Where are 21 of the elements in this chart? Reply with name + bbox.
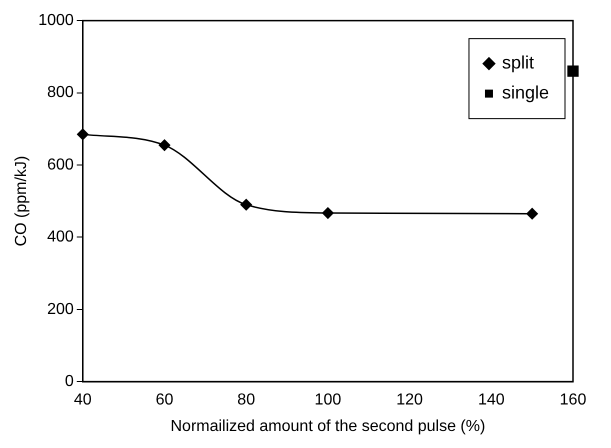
x-tick-label: 140 (478, 392, 505, 409)
point (240, 198, 252, 210)
x-tick-label: 60 (156, 392, 174, 409)
point (526, 208, 538, 220)
x-axis-title: Normailized amount of the second pulse (%) (170, 418, 486, 435)
point (158, 139, 170, 151)
y-axis-title: CO (ppm/kJ) (13, 156, 30, 246)
x-tick-label: 40 (74, 392, 92, 409)
y-tick-label: 1000 (38, 12, 74, 30)
y-tick-label: 400 (47, 228, 74, 246)
x-tick-label: 80 (237, 392, 256, 409)
x-tick-label: 160 (560, 392, 586, 409)
y-tick-label: 600 (47, 156, 74, 174)
legend-label: single (502, 82, 549, 103)
x-tick-label: 100 (314, 392, 342, 409)
y-tick-label: 200 (47, 300, 74, 318)
legend-label: split (502, 52, 534, 73)
point (322, 207, 334, 219)
x-tick-label: 120 (396, 392, 424, 409)
y-tick-label: 800 (47, 84, 74, 102)
y-tick-label: 0 (64, 373, 74, 390)
